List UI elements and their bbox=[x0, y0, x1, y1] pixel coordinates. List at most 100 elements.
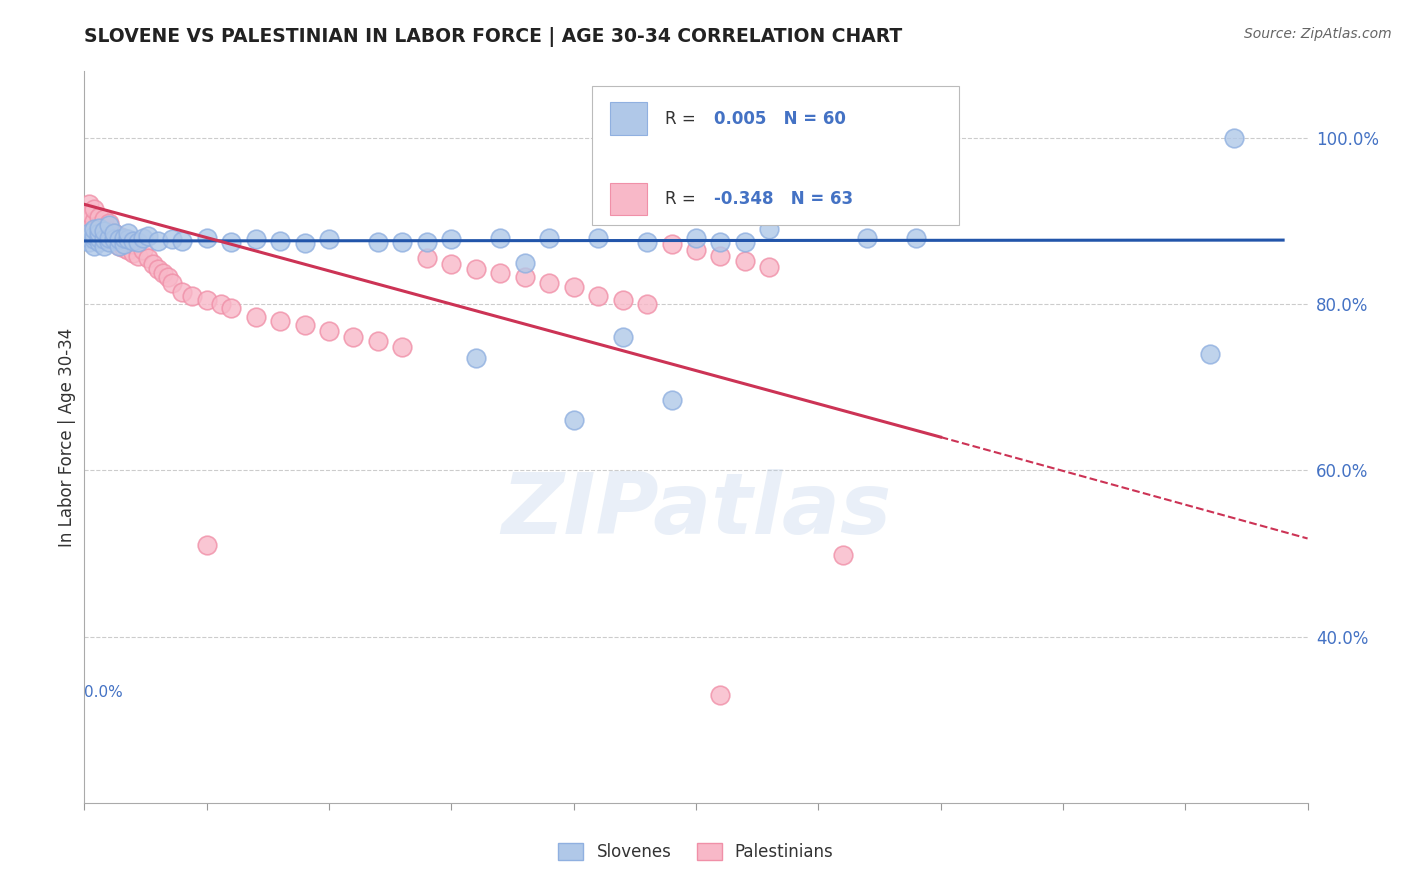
Point bbox=[112, 241, 135, 255]
Point bbox=[146, 234, 169, 248]
Text: Source: ZipAtlas.com: Source: ZipAtlas.com bbox=[1244, 27, 1392, 41]
Point bbox=[112, 232, 135, 246]
Point bbox=[77, 230, 100, 244]
Point bbox=[87, 210, 110, 224]
Point bbox=[440, 257, 463, 271]
Point bbox=[97, 224, 120, 238]
Point bbox=[636, 235, 658, 249]
Point bbox=[97, 230, 120, 244]
Point bbox=[612, 330, 634, 344]
Point bbox=[136, 252, 159, 266]
Y-axis label: In Labor Force | Age 30-34: In Labor Force | Age 30-34 bbox=[58, 327, 76, 547]
Point bbox=[112, 237, 135, 252]
Point bbox=[103, 232, 125, 246]
Point bbox=[83, 229, 105, 244]
Point bbox=[562, 280, 585, 294]
Point bbox=[318, 324, 340, 338]
Point bbox=[709, 688, 731, 702]
Point bbox=[562, 413, 585, 427]
Point bbox=[77, 197, 100, 211]
Point bbox=[127, 235, 149, 249]
Point bbox=[87, 235, 110, 249]
Point bbox=[709, 249, 731, 263]
Point bbox=[538, 277, 561, 291]
Point bbox=[440, 232, 463, 246]
Point bbox=[172, 285, 194, 299]
Point bbox=[709, 235, 731, 249]
Text: R =: R = bbox=[665, 110, 702, 128]
Point bbox=[195, 538, 218, 552]
Point bbox=[93, 220, 115, 235]
Point bbox=[83, 214, 105, 228]
Point bbox=[93, 212, 115, 227]
Point bbox=[93, 230, 115, 244]
Point bbox=[586, 289, 609, 303]
Point bbox=[162, 232, 184, 246]
Point bbox=[103, 235, 125, 249]
Point bbox=[122, 245, 145, 260]
Point bbox=[831, 548, 853, 562]
Point bbox=[93, 224, 115, 238]
Point bbox=[77, 227, 100, 241]
Point bbox=[342, 330, 364, 344]
Point bbox=[122, 237, 145, 252]
Point bbox=[107, 239, 129, 253]
Point bbox=[464, 351, 486, 365]
Point bbox=[97, 232, 120, 246]
Point bbox=[83, 222, 105, 236]
Point bbox=[156, 270, 179, 285]
FancyBboxPatch shape bbox=[610, 102, 647, 135]
Point bbox=[87, 227, 110, 241]
Text: -0.348   N = 63: -0.348 N = 63 bbox=[714, 190, 853, 209]
Point bbox=[661, 392, 683, 407]
Point bbox=[107, 229, 129, 244]
Point bbox=[269, 314, 291, 328]
Point bbox=[122, 234, 145, 248]
Point bbox=[93, 239, 115, 253]
Point bbox=[416, 252, 439, 266]
Point bbox=[83, 239, 105, 253]
Point bbox=[269, 234, 291, 248]
Point bbox=[107, 232, 129, 246]
Point bbox=[612, 293, 634, 307]
Point bbox=[97, 216, 120, 230]
Point bbox=[181, 289, 204, 303]
Text: 0.005   N = 60: 0.005 N = 60 bbox=[714, 110, 846, 128]
Point bbox=[734, 235, 756, 249]
Point bbox=[117, 226, 139, 240]
Point bbox=[97, 218, 120, 232]
Point bbox=[513, 255, 536, 269]
Point bbox=[132, 230, 155, 244]
Point bbox=[172, 234, 194, 248]
Point bbox=[856, 230, 879, 244]
Point bbox=[391, 340, 413, 354]
Point bbox=[103, 227, 125, 241]
Point bbox=[209, 297, 232, 311]
Point bbox=[77, 214, 100, 228]
Point bbox=[146, 262, 169, 277]
Point bbox=[807, 205, 830, 219]
Point bbox=[117, 243, 139, 257]
Point bbox=[77, 205, 100, 219]
Point bbox=[83, 202, 105, 216]
Point bbox=[661, 237, 683, 252]
Point bbox=[636, 297, 658, 311]
Point bbox=[162, 277, 184, 291]
Point bbox=[905, 230, 928, 244]
Point bbox=[758, 222, 780, 236]
Point bbox=[245, 310, 267, 324]
Point bbox=[136, 229, 159, 244]
FancyBboxPatch shape bbox=[610, 183, 647, 216]
Point bbox=[294, 318, 316, 332]
Point bbox=[367, 334, 389, 349]
FancyBboxPatch shape bbox=[592, 86, 959, 225]
Point bbox=[758, 260, 780, 274]
Point bbox=[416, 235, 439, 249]
Point bbox=[87, 220, 110, 235]
Point bbox=[77, 235, 100, 249]
Point bbox=[318, 232, 340, 246]
Point bbox=[97, 235, 120, 249]
Point bbox=[294, 235, 316, 250]
Point bbox=[83, 222, 105, 236]
Point bbox=[586, 230, 609, 244]
